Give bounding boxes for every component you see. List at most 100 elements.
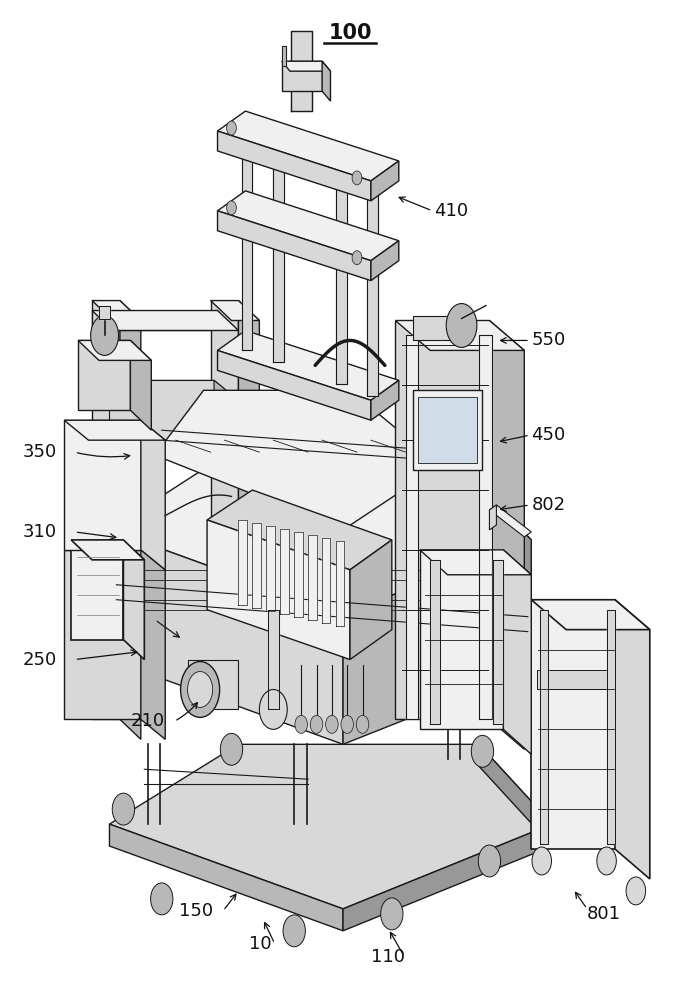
Polygon shape [406, 335, 419, 719]
Polygon shape [322, 61, 330, 101]
Circle shape [326, 715, 338, 733]
Polygon shape [395, 320, 489, 719]
Polygon shape [350, 540, 392, 660]
Polygon shape [120, 301, 141, 739]
Polygon shape [109, 380, 239, 400]
Polygon shape [207, 520, 350, 660]
Polygon shape [155, 390, 440, 530]
Polygon shape [207, 490, 392, 570]
Polygon shape [64, 420, 141, 550]
Circle shape [220, 733, 243, 765]
Circle shape [446, 304, 477, 347]
Polygon shape [123, 540, 144, 660]
Circle shape [295, 715, 307, 733]
Polygon shape [242, 131, 253, 350]
Polygon shape [489, 505, 531, 537]
Circle shape [597, 847, 616, 875]
Circle shape [532, 847, 552, 875]
Polygon shape [92, 311, 239, 330]
Polygon shape [109, 744, 552, 909]
Polygon shape [413, 316, 461, 340]
Circle shape [227, 121, 237, 135]
Polygon shape [64, 550, 141, 719]
Text: 450: 450 [531, 426, 566, 444]
Circle shape [478, 845, 500, 877]
Text: 310: 310 [22, 523, 57, 541]
Text: 410: 410 [434, 202, 468, 220]
Polygon shape [280, 529, 288, 614]
Polygon shape [109, 530, 343, 744]
Polygon shape [413, 390, 482, 470]
Polygon shape [267, 610, 279, 709]
Circle shape [381, 898, 403, 930]
Polygon shape [109, 380, 214, 440]
Text: 110: 110 [371, 948, 405, 966]
Polygon shape [420, 550, 531, 575]
Polygon shape [368, 177, 378, 396]
Polygon shape [537, 670, 610, 689]
Polygon shape [211, 301, 239, 530]
Polygon shape [92, 301, 120, 719]
Polygon shape [218, 311, 239, 350]
Circle shape [626, 877, 645, 905]
Polygon shape [281, 61, 330, 71]
Circle shape [150, 883, 173, 915]
Polygon shape [214, 380, 239, 460]
Polygon shape [239, 520, 247, 605]
Polygon shape [130, 340, 151, 430]
Polygon shape [239, 301, 260, 550]
Polygon shape [531, 600, 650, 630]
Circle shape [283, 915, 305, 947]
Polygon shape [371, 161, 399, 201]
Polygon shape [281, 46, 286, 66]
Polygon shape [78, 340, 151, 360]
Text: 350: 350 [22, 443, 57, 461]
Polygon shape [64, 420, 165, 440]
Polygon shape [336, 541, 344, 626]
Polygon shape [454, 460, 531, 670]
Polygon shape [479, 744, 552, 846]
Polygon shape [109, 824, 343, 931]
Polygon shape [479, 335, 491, 719]
Polygon shape [343, 540, 531, 744]
Polygon shape [294, 532, 302, 617]
Polygon shape [99, 306, 110, 319]
Polygon shape [253, 523, 261, 608]
Polygon shape [218, 131, 371, 201]
Polygon shape [266, 526, 274, 611]
Polygon shape [493, 560, 503, 724]
Polygon shape [336, 165, 346, 384]
Polygon shape [430, 560, 440, 724]
Polygon shape [141, 420, 165, 570]
Polygon shape [371, 380, 399, 420]
Text: 250: 250 [22, 651, 57, 669]
Polygon shape [71, 540, 123, 640]
Polygon shape [607, 610, 615, 844]
Polygon shape [78, 340, 130, 410]
Polygon shape [308, 535, 316, 620]
Circle shape [227, 201, 237, 215]
Polygon shape [71, 540, 144, 560]
Polygon shape [273, 143, 284, 362]
Polygon shape [489, 320, 524, 749]
Polygon shape [218, 191, 399, 261]
Polygon shape [489, 505, 496, 530]
Polygon shape [211, 301, 260, 320]
Circle shape [356, 715, 369, 733]
Polygon shape [218, 111, 399, 181]
Text: 10: 10 [249, 935, 272, 953]
Polygon shape [281, 61, 322, 91]
Polygon shape [141, 550, 165, 739]
Text: 100: 100 [328, 23, 372, 43]
Polygon shape [420, 550, 503, 729]
Polygon shape [109, 460, 531, 615]
Polygon shape [218, 350, 371, 420]
Circle shape [341, 715, 354, 733]
Polygon shape [540, 610, 548, 844]
Polygon shape [503, 550, 531, 754]
Text: 210: 210 [130, 712, 164, 730]
Circle shape [471, 735, 493, 767]
Circle shape [310, 715, 323, 733]
Circle shape [181, 662, 220, 717]
Polygon shape [290, 31, 312, 111]
